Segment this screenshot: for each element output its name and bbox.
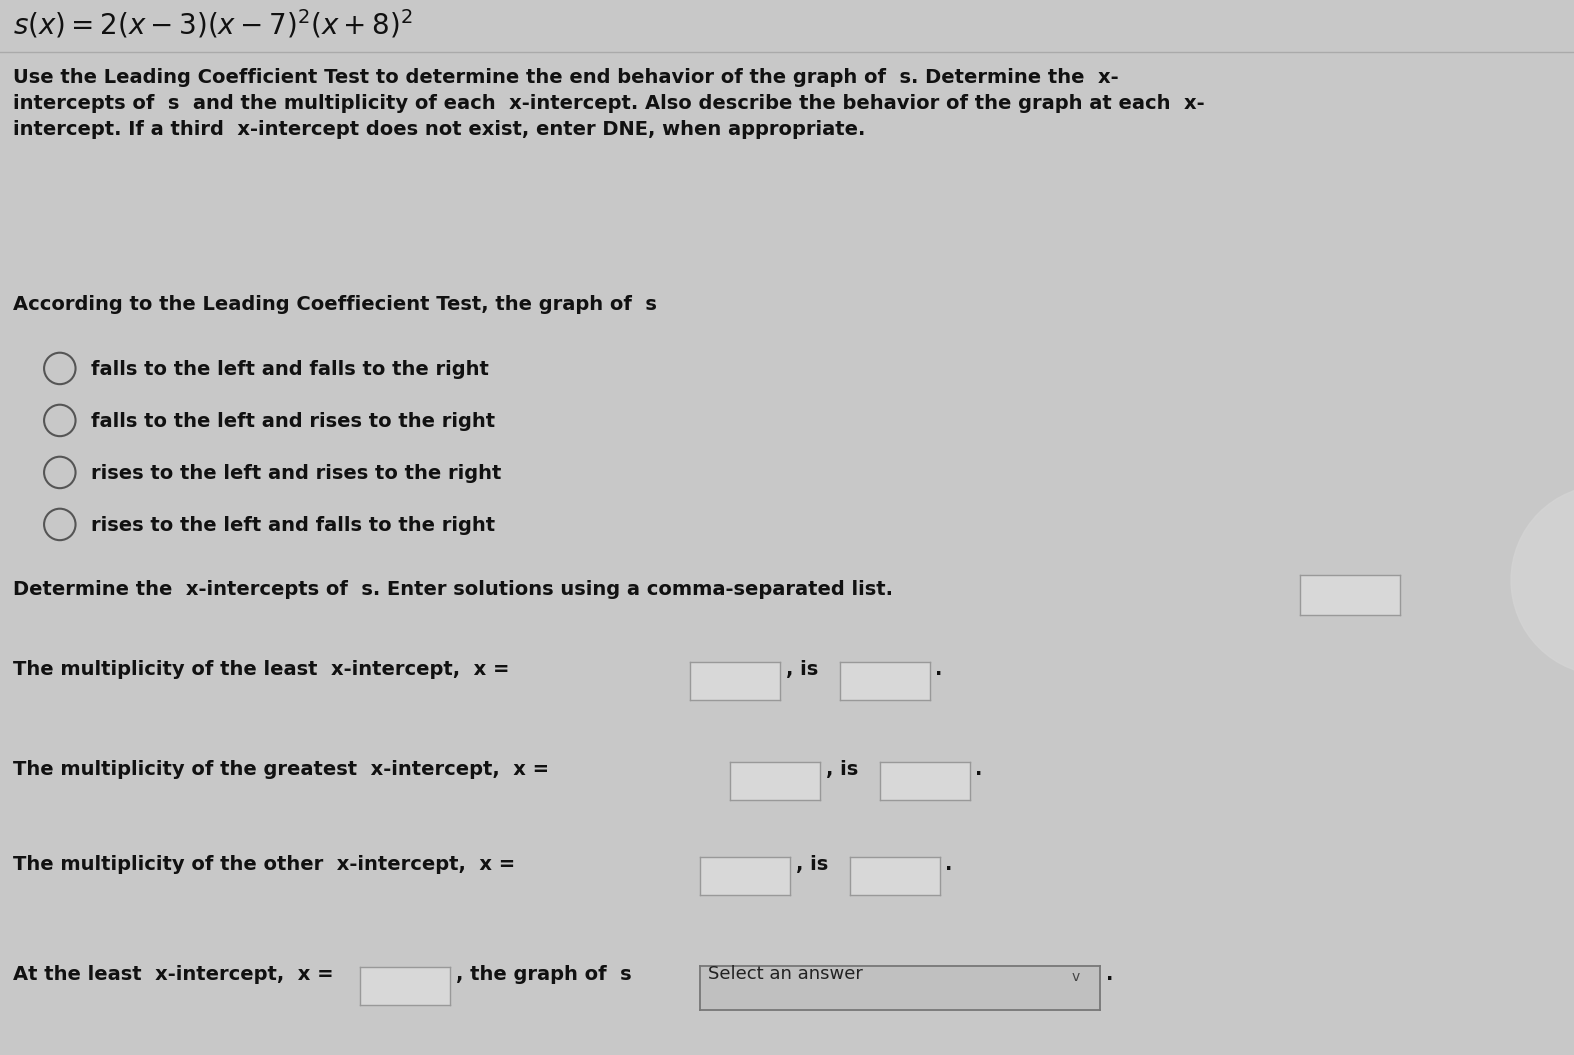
Text: rises to the left and falls to the right: rises to the left and falls to the right	[91, 516, 496, 535]
Text: falls to the left and falls to the right: falls to the left and falls to the right	[91, 360, 490, 379]
Text: intercepts of  s  and the multiplicity of each  x-intercept. Also describe the b: intercepts of s and the multiplicity of …	[13, 94, 1204, 113]
Text: .: .	[935, 660, 941, 679]
Text: .: .	[944, 855, 952, 874]
Text: The multiplicity of the least  x-intercept,  x =: The multiplicity of the least x-intercep…	[13, 660, 508, 679]
Text: The multiplicity of the greatest  x-intercept,  x =: The multiplicity of the greatest x-inter…	[13, 760, 549, 779]
Text: v: v	[1072, 971, 1080, 984]
Text: intercept. If a third  x-intercept does not exist, enter DNE, when appropriate.: intercept. If a third x-intercept does n…	[13, 120, 866, 139]
Text: $s(x) = 2(x-3)(x-7)^2(x+8)^2$: $s(x) = 2(x-3)(x-7)^2(x+8)^2$	[13, 8, 412, 41]
Text: At the least  x-intercept,  x =: At the least x-intercept, x =	[13, 965, 334, 984]
Text: According to the Leading Coeffiecient Test, the graph of  s: According to the Leading Coeffiecient Te…	[13, 295, 656, 314]
Text: falls to the left and rises to the right: falls to the left and rises to the right	[91, 413, 496, 431]
Text: , is: , is	[787, 660, 818, 679]
Text: , is: , is	[826, 760, 858, 779]
Text: Select an answer: Select an answer	[708, 965, 863, 983]
Text: Determine the  x-intercepts of  s. Enter solutions using a comma-separated list.: Determine the x-intercepts of s. Enter s…	[13, 580, 892, 599]
Text: The multiplicity of the other  x-intercept,  x =: The multiplicity of the other x-intercep…	[13, 855, 515, 874]
Text: rises to the left and rises to the right: rises to the left and rises to the right	[91, 464, 502, 483]
Text: .: .	[1107, 965, 1114, 984]
Text: .: .	[974, 760, 982, 779]
Text: , the graph of  s: , the graph of s	[456, 965, 631, 984]
Text: , is: , is	[796, 855, 828, 874]
Text: Use the Leading Coefficient Test to determine the end behavior of the graph of  : Use the Leading Coefficient Test to dete…	[13, 68, 1118, 87]
